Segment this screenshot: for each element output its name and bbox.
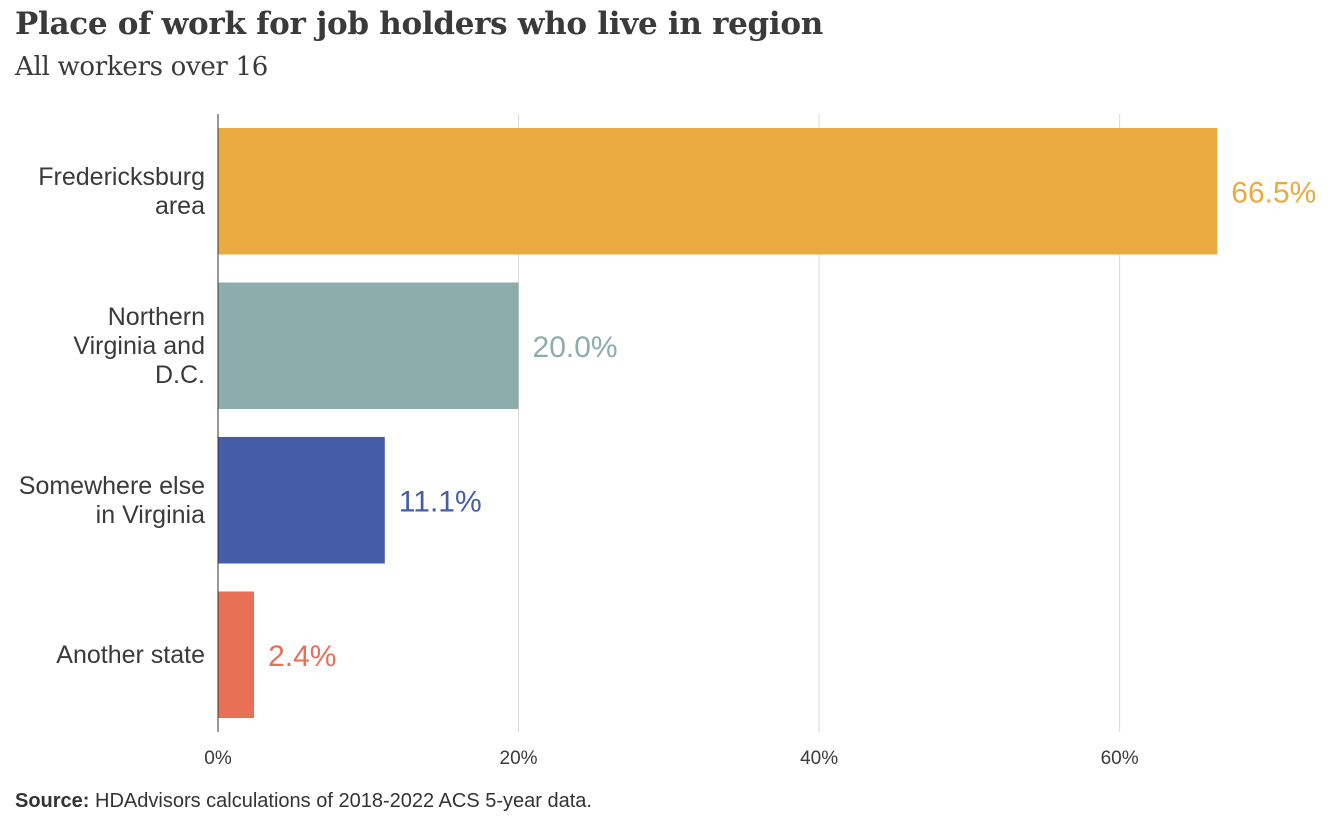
data-label: 11.1% bbox=[399, 485, 482, 518]
category-label-line: Somewhere else bbox=[19, 472, 205, 500]
category-label-line: Northern bbox=[108, 303, 205, 331]
source-text: HDAdvisors calculations of 2018-2022 ACS… bbox=[89, 790, 592, 812]
category-label-line: in Virginia bbox=[96, 501, 205, 529]
data-label: 2.4% bbox=[268, 640, 336, 673]
category-label: Somewhere else in Virginia bbox=[19, 472, 205, 529]
category-label: Another state bbox=[56, 641, 205, 669]
bar bbox=[218, 437, 385, 564]
bar bbox=[218, 282, 519, 409]
source-note: Source: HDAdvisors calculations of 2018-… bbox=[15, 790, 592, 813]
data-label: 20.0% bbox=[533, 331, 618, 364]
bars bbox=[218, 128, 1218, 718]
data-label: 66.5% bbox=[1231, 176, 1316, 209]
chart-subtitle: All workers over 16 bbox=[15, 52, 268, 82]
x-tick-label: 40% bbox=[800, 748, 838, 769]
labels: 0% 20% 40% 60% 66.5% Fredericksburg area 20.0% N… bbox=[19, 163, 1317, 769]
x-tick-label: 0% bbox=[204, 748, 232, 769]
category-label-line: Virginia and bbox=[73, 332, 205, 360]
category-label: Fredericksburg area bbox=[38, 163, 205, 220]
category-label-line: D.C. bbox=[155, 361, 205, 389]
x-tick-label: 20% bbox=[500, 748, 538, 769]
chart-title: Place of work for job holders who live i… bbox=[15, 6, 824, 42]
source-label: Source: bbox=[15, 790, 90, 812]
bar bbox=[218, 591, 255, 718]
category-label-line: Another state bbox=[56, 641, 205, 669]
category-label-line: area bbox=[155, 192, 205, 220]
bar bbox=[218, 128, 1218, 255]
x-tick-label: 60% bbox=[1101, 748, 1139, 769]
category-label-line: Fredericksburg bbox=[38, 163, 205, 191]
category-label: Northern Virginia and D.C. bbox=[73, 303, 205, 389]
